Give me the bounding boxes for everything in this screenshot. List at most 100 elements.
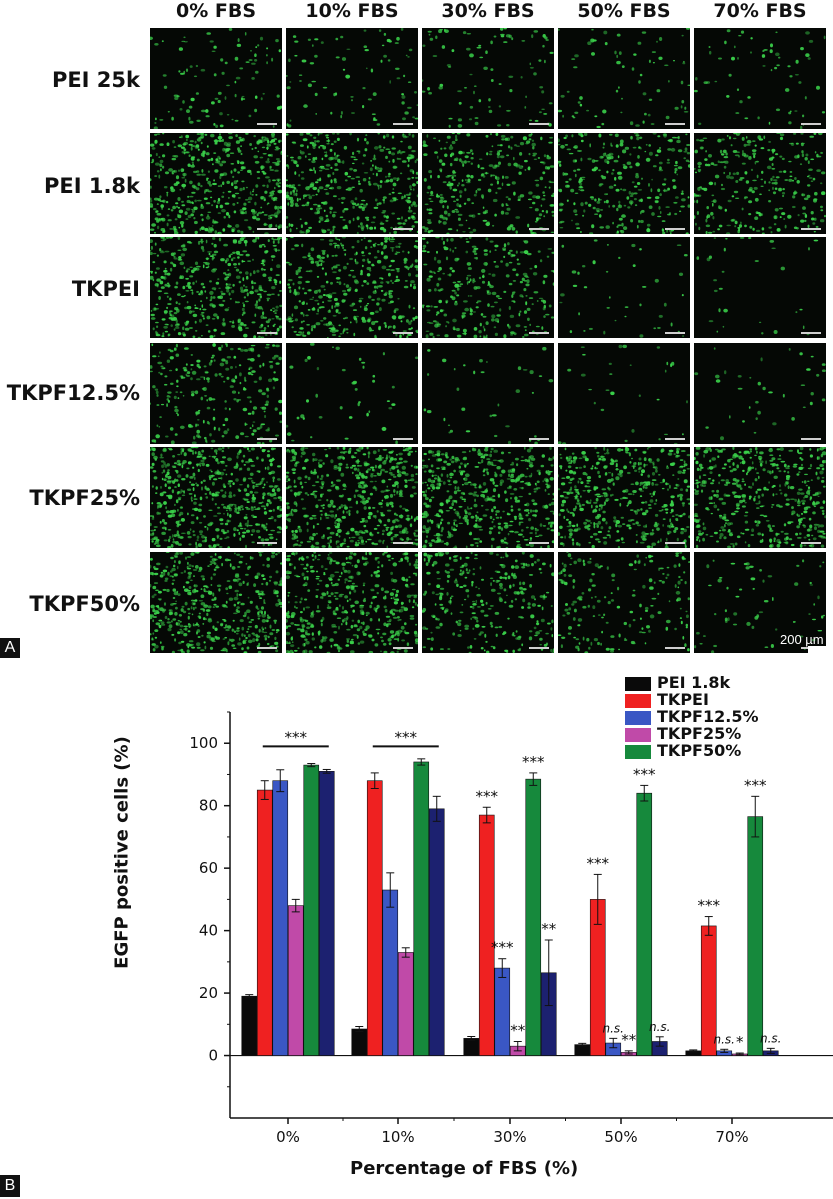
tile-scale-bar	[665, 542, 685, 544]
tile-scale-bar	[257, 332, 277, 334]
significance-annotation: **	[621, 1031, 637, 1049]
row-label-4: TKPF25%	[29, 486, 140, 510]
micrograph-tile	[422, 237, 554, 338]
tile-scale-bar	[257, 123, 277, 125]
tile-scale-bar	[801, 123, 821, 125]
legend-swatch	[625, 694, 651, 708]
micrograph-tile	[558, 447, 690, 548]
micrograph-tile	[286, 28, 418, 129]
micrograph-tile	[558, 552, 690, 653]
legend-swatch	[625, 711, 651, 725]
row-label-1: PEI 1.8k	[43, 174, 140, 198]
micrograph-tile	[558, 28, 690, 129]
legend-label: TKPF25%	[657, 724, 742, 743]
bar	[494, 967, 511, 1056]
significance-annotation: n.s.	[714, 1032, 736, 1046]
tile-scale-bar	[529, 647, 549, 649]
micrograph-tile	[558, 343, 690, 444]
significance-annotation: n.s.	[603, 1021, 625, 1035]
micrograph-tile	[694, 133, 826, 234]
micrograph-tile	[150, 28, 282, 129]
micrograph-tile	[422, 447, 554, 548]
micrograph-tile	[422, 343, 554, 444]
legend-swatch	[625, 728, 651, 742]
bar	[272, 780, 289, 1056]
bar	[478, 814, 495, 1056]
micrograph-tile	[150, 133, 282, 234]
micrograph-tile	[558, 133, 690, 234]
micrograph-tile	[286, 552, 418, 653]
tile-scale-bar	[257, 228, 277, 230]
row-label-2: TKPEI	[71, 277, 140, 301]
significance-label: ***	[285, 728, 308, 746]
tile-scale-bar	[393, 438, 413, 440]
row-label-0: PEI 25k	[51, 68, 140, 92]
micrograph-tile	[150, 343, 282, 444]
significance-annotation: n.s.	[649, 1020, 671, 1034]
x-tick-label: 10%	[381, 1128, 414, 1146]
tile-scale-bar	[529, 123, 549, 125]
tile-scale-bar	[529, 332, 549, 334]
tile-scale-bar	[529, 542, 549, 544]
tile-scale-bar	[665, 228, 685, 230]
panel-b-letter: B	[0, 1175, 20, 1197]
scale-bar	[808, 646, 827, 654]
row-label-5: TKPF50%	[29, 592, 140, 616]
bar	[287, 905, 304, 1056]
tile-scale-bar	[393, 542, 413, 544]
row-label-3: TKPF12.5%	[6, 381, 140, 405]
micrograph-tile	[558, 237, 690, 338]
tile-scale-bar	[665, 332, 685, 334]
tile-scale-bar	[665, 123, 685, 125]
micrograph-tile	[422, 28, 554, 129]
bar	[413, 761, 430, 1056]
x-tick-label: 30%	[493, 1128, 526, 1146]
bar	[428, 808, 445, 1056]
tile-scale-bar	[393, 647, 413, 649]
bar	[525, 778, 542, 1056]
micrograph-tile	[694, 28, 826, 129]
bar	[303, 764, 320, 1056]
micrograph-tile	[694, 237, 826, 338]
tile-scale-bar	[665, 438, 685, 440]
bar	[318, 771, 335, 1056]
tile-scale-bar	[801, 332, 821, 334]
y-tick-label: 0	[208, 1047, 218, 1065]
micrograph-tile	[422, 133, 554, 234]
tile-scale-bar	[393, 332, 413, 334]
x-tick-label: 0%	[276, 1128, 300, 1146]
significance-annotation: ***	[522, 753, 545, 771]
legend-swatch	[625, 745, 651, 759]
tile-scale-bar	[801, 228, 821, 230]
tile-scale-bar	[801, 438, 821, 440]
column-header-1: 10% FBS	[305, 0, 399, 22]
micrograph-tile	[150, 237, 282, 338]
tile-scale-bar	[801, 542, 821, 544]
bar	[366, 780, 383, 1056]
column-header-4: 70% FBS	[713, 0, 807, 22]
micrograph-tile	[286, 343, 418, 444]
x-axis-title: Percentage of FBS (%)	[350, 1158, 579, 1179]
legend-label: TKPEI	[657, 690, 709, 709]
bar	[241, 995, 258, 1056]
bar	[256, 789, 273, 1056]
y-tick-label: 60	[199, 859, 218, 877]
y-axis-title: EGFP positive cells (%)	[111, 736, 133, 969]
tile-scale-bar	[257, 438, 277, 440]
micrograph-tile	[150, 447, 282, 548]
significance-annotation: ***	[476, 787, 499, 805]
bar	[747, 816, 764, 1056]
legend-swatch	[625, 677, 651, 691]
micrograph-tile	[150, 552, 282, 653]
column-header-0: 0% FBS	[175, 0, 257, 22]
bar	[636, 792, 653, 1056]
bar	[463, 1038, 480, 1056]
micrograph-tile	[286, 133, 418, 234]
legend-label: TKPF50%	[657, 741, 742, 760]
significance-annotation: **	[510, 1021, 526, 1039]
tile-scale-bar	[529, 228, 549, 230]
y-tick-label: 80	[199, 797, 218, 815]
micrograph-tile	[286, 237, 418, 338]
x-tick-label: 70%	[715, 1128, 748, 1146]
